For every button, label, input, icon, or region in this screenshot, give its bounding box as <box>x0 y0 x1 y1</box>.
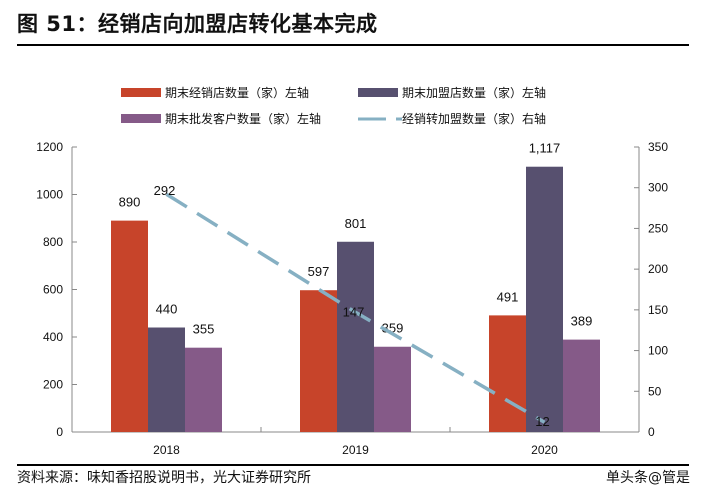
right-tick-label: 50 <box>648 384 662 398</box>
right-tick-label: 300 <box>648 181 668 195</box>
bar-dealer <box>111 220 148 432</box>
bar-wholesale <box>185 347 222 432</box>
data-label: 389 <box>571 314 593 329</box>
left-tick-label: 1000 <box>36 188 63 202</box>
bar-franchise <box>526 166 563 432</box>
footer-divider <box>17 464 689 466</box>
bar-dealer <box>489 315 526 432</box>
unit-note: 单头条@管是 <box>606 470 690 486</box>
source-note: 资料来源：味知香招股说明书，光大证券研究所 <box>17 470 311 486</box>
data-label: 597 <box>308 264 330 279</box>
bar-franchise <box>337 241 374 432</box>
bar-dealer <box>300 290 337 432</box>
title-divider <box>17 44 689 46</box>
legend-franchise: 期末加盟店数量（家）左轴 <box>358 84 546 101</box>
x-tick-label: 2019 <box>342 443 369 457</box>
bar-franchise <box>148 327 185 432</box>
x-tick-label: 2020 <box>531 443 558 457</box>
legend-swatch <box>121 88 161 97</box>
right-tick-label: 150 <box>648 303 668 317</box>
left-tick-label: 800 <box>43 235 63 249</box>
legend-conversion: 经销转加盟数量（家）右轴 <box>358 110 546 127</box>
legend-swatch <box>358 117 402 120</box>
legend-swatch <box>358 88 398 97</box>
line-conversion <box>165 192 546 424</box>
right-tick-label: 100 <box>648 344 668 358</box>
right-tick-label: 250 <box>648 221 668 235</box>
right-tick-label: 350 <box>648 140 668 154</box>
bar-wholesale <box>563 339 600 432</box>
line-data-label: 12 <box>535 414 549 429</box>
legend-label: 经销转加盟数量（家）右轴 <box>402 112 547 126</box>
right-tick-label: 200 <box>648 262 668 276</box>
left-tick-label: 200 <box>43 378 63 392</box>
left-tick-label: 600 <box>43 283 63 297</box>
data-label: 440 <box>156 302 178 317</box>
legend-label: 期末加盟店数量（家）左轴 <box>402 86 547 100</box>
data-label: 801 <box>345 216 367 231</box>
left-tick-label: 400 <box>43 330 63 344</box>
legend-label: 期末批发客户数量（家）左轴 <box>165 112 322 126</box>
data-label: 491 <box>497 289 519 304</box>
line-data-label: 147 <box>343 304 365 319</box>
data-label: 355 <box>193 322 215 337</box>
legend-dealer: 期末经销店数量（家）左轴 <box>121 84 309 101</box>
x-tick-label: 2018 <box>153 443 180 457</box>
bar-wholesale <box>374 346 411 432</box>
legend-label: 期末经销店数量（家）左轴 <box>165 86 310 100</box>
right-tick-label: 0 <box>648 425 655 439</box>
left-tick-label: 0 <box>56 425 63 439</box>
legend-wholesale: 期末批发客户数量（家）左轴 <box>121 110 321 127</box>
page-title: 图 51：经销店向加盟店转化基本完成 <box>17 12 378 36</box>
legend-swatch <box>121 114 161 123</box>
data-label: 890 <box>119 195 141 210</box>
data-label: 1,117 <box>529 141 561 156</box>
left-tick-label: 1200 <box>36 140 63 154</box>
line-data-label: 292 <box>154 183 176 198</box>
